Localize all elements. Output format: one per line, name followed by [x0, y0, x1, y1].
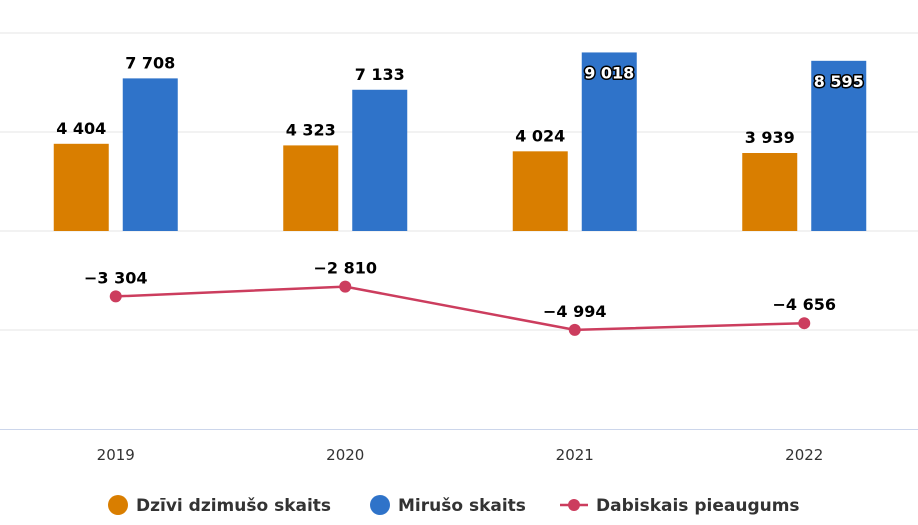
line-series	[109, 280, 811, 336]
data-label-births-2022: 3 939	[745, 128, 795, 147]
legend: Dzīvi dzimušo skaits Mirušo skaits Dabiska…	[108, 495, 800, 516]
data-label-births-2019: 4 404	[56, 119, 106, 138]
legend-label-natural-increase: Dabiskais pieaugums	[596, 496, 800, 516]
data-label-births-2021: 4 024	[515, 126, 565, 145]
bar-deaths-2020[interactable]	[352, 89, 408, 231]
legend-item-natural-increase[interactable]: Dabiskais pieaugums	[560, 496, 800, 516]
bar-deaths-2021[interactable]	[581, 52, 637, 231]
bars	[53, 52, 867, 232]
legend-label-deaths: Mirušo skaits	[398, 496, 526, 516]
data-label-births-2020: 4 323	[286, 120, 336, 139]
legend-marker-births	[108, 495, 128, 515]
data-labels: 4 404 4 323 4 024 3 939 7 708 7 133 9 018 8 595…	[56, 53, 865, 321]
x-tick-label-2021: 2021	[556, 446, 594, 464]
bar-births-2021[interactable]	[512, 151, 568, 231]
bar-deaths-2022[interactable]	[811, 60, 867, 231]
x-axis: 2019 2020 2021 2022	[97, 446, 824, 464]
data-label-deaths-2020: 7 133	[355, 65, 405, 84]
data-label-natural-increase-2021: −4 994	[543, 302, 607, 321]
line-natural-increase	[115, 285, 805, 332]
legend-marker-deaths	[370, 495, 390, 515]
data-label-natural-increase-2022: −4 656	[772, 295, 836, 314]
point-natural-increase-2019[interactable]	[109, 290, 122, 303]
x-tick-label-2020: 2020	[326, 446, 364, 464]
data-label-deaths-2021: 9 018	[584, 63, 634, 82]
data-label-deaths-2022: 8 595	[814, 72, 864, 91]
point-natural-increase-2022[interactable]	[798, 317, 811, 330]
point-natural-increase-2021[interactable]	[568, 323, 581, 336]
bar-births-2020[interactable]	[283, 145, 339, 231]
legend-marker-natural-increase	[568, 499, 580, 511]
legend-item-births[interactable]: Dzīvi dzimušo skaits	[108, 495, 331, 516]
point-natural-increase-2020[interactable]	[339, 280, 352, 293]
bar-deaths-2019[interactable]	[122, 78, 178, 232]
data-label-natural-increase-2019: −3 304	[84, 268, 148, 287]
legend-label-births: Dzīvi dzimušo skaits	[136, 496, 331, 516]
bar-births-2019[interactable]	[53, 143, 109, 231]
x-tick-label-2022: 2022	[785, 446, 823, 464]
x-tick-label-2019: 2019	[97, 446, 135, 464]
data-label-deaths-2019: 7 708	[125, 53, 175, 72]
legend-item-deaths[interactable]: Mirušo skaits	[370, 495, 526, 516]
data-label-natural-increase-2020: −2 810	[313, 259, 377, 278]
bar-births-2022[interactable]	[742, 153, 798, 231]
